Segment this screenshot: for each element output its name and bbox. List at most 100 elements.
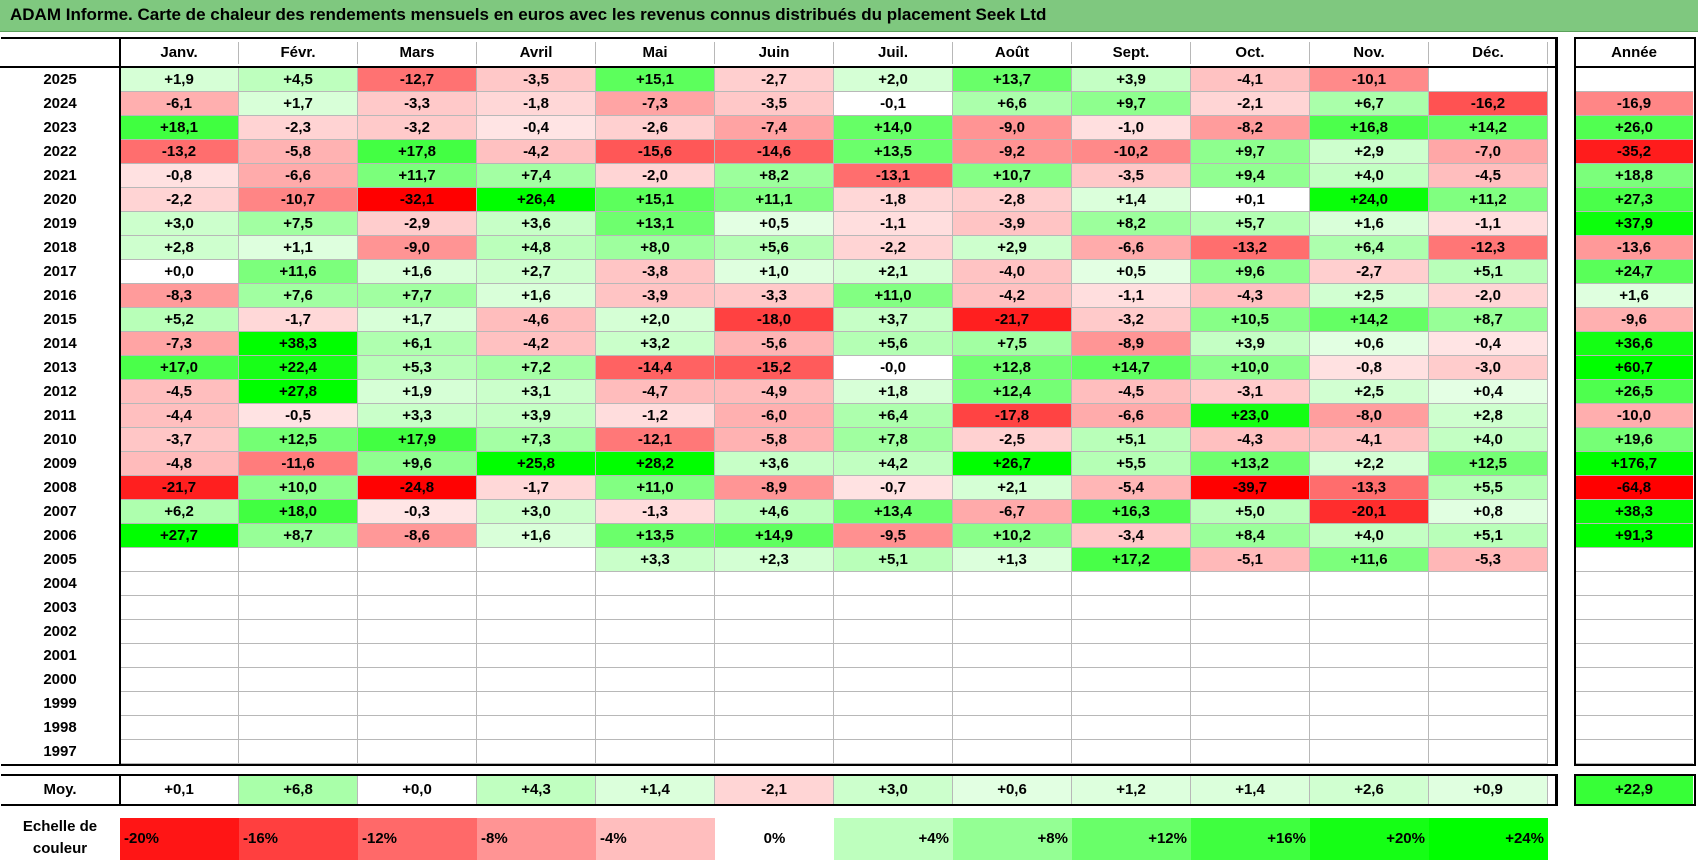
heatmap-cell: +3,9 <box>1072 68 1191 92</box>
month-header: Févr. <box>239 42 358 64</box>
annual-cell: +176,7 <box>1575 452 1693 476</box>
heatmap-cell: +2,5 <box>1310 284 1429 308</box>
heatmap-cell <box>1191 620 1310 644</box>
heatmap-cell <box>239 716 358 740</box>
heatmap-cell: +2,2 <box>1310 452 1429 476</box>
heatmap-cell: -6,6 <box>1072 404 1191 428</box>
heatmap-cell: +1,3 <box>953 548 1072 572</box>
heatmap-cell: -5,4 <box>1072 476 1191 500</box>
heatmap-cell <box>1072 740 1191 764</box>
annual-cell <box>1575 548 1693 572</box>
heatmap-cell: +4,0 <box>1310 164 1429 188</box>
heatmap-cell <box>715 716 834 740</box>
heatmap-cell: -24,8 <box>358 476 477 500</box>
average-cell: +2,6 <box>1310 776 1429 804</box>
heatmap-cell: -4,2 <box>477 140 596 164</box>
annual-cell <box>1575 68 1693 92</box>
year-label: 2018 <box>43 239 77 256</box>
heatmap-cell: -20,1 <box>1310 500 1429 524</box>
heatmap-cell: -13,2 <box>1191 236 1310 260</box>
heatmap-cell <box>358 692 477 716</box>
heatmap-cell: +5,1 <box>1429 524 1548 548</box>
heatmap-cell: -0,1 <box>834 92 953 116</box>
heatmap-cell: +23,0 <box>1191 404 1310 428</box>
average-cell: -2,1 <box>715 776 834 804</box>
heatmap-cell: -8,9 <box>715 476 834 500</box>
average-cell: +0,1 <box>120 776 239 804</box>
heatmap-cell: +18,0 <box>239 500 358 524</box>
heatmap-cell: +3,1 <box>477 380 596 404</box>
heatmap-cell: +8,4 <box>1191 524 1310 548</box>
heatmap-cell <box>596 572 715 596</box>
heatmap-cell: -10,1 <box>1310 68 1429 92</box>
heatmap-cell: +27,8 <box>239 380 358 404</box>
heatmap-cell: -4,1 <box>1310 428 1429 452</box>
heatmap-cell: +24,0 <box>1310 188 1429 212</box>
heatmap-cell: -3,2 <box>1072 308 1191 332</box>
heatmap-cell: -9,5 <box>834 524 953 548</box>
annual-cell <box>1575 644 1693 668</box>
annual-cell <box>1575 620 1693 644</box>
month-header: Déc. <box>1429 42 1548 64</box>
heatmap-cell: +15,1 <box>596 68 715 92</box>
heatmap-cell: -6,7 <box>953 500 1072 524</box>
month-header: Mars <box>358 42 477 64</box>
heatmap-cell: +5,6 <box>715 236 834 260</box>
annual-average-cell: +22,9 <box>1575 776 1693 804</box>
heatmap-cell: +17,9 <box>358 428 477 452</box>
heatmap-cell: -3,3 <box>358 92 477 116</box>
heatmap-cell: -4,5 <box>1072 380 1191 404</box>
heatmap-cell <box>953 572 1072 596</box>
heatmap-cell: +4,6 <box>715 500 834 524</box>
heatmap-cell <box>120 716 239 740</box>
heatmap-cell: +5,2 <box>120 308 239 332</box>
heatmap-cell: -1,8 <box>477 92 596 116</box>
heatmap-cell: +2,0 <box>596 308 715 332</box>
heatmap-cell: -2,0 <box>1429 284 1548 308</box>
annual-cell: -10,0 <box>1575 404 1693 428</box>
heatmap-cell: -2,7 <box>1310 260 1429 284</box>
heatmap-cell <box>358 572 477 596</box>
average-cell: +1,4 <box>1191 776 1310 804</box>
heatmap-cell <box>596 620 715 644</box>
heatmap-cell: +28,2 <box>596 452 715 476</box>
heatmap-cell: -12,1 <box>596 428 715 452</box>
annual-cell <box>1575 692 1693 716</box>
heatmap-cell: -14,6 <box>715 140 834 164</box>
heatmap-cell: +12,4 <box>953 380 1072 404</box>
heatmap-cell <box>834 596 953 620</box>
heatmap-cell: -21,7 <box>953 308 1072 332</box>
heatmap-cell: -2,2 <box>834 236 953 260</box>
heatmap-cell: +9,7 <box>1191 140 1310 164</box>
heatmap-cell: -4,3 <box>1191 428 1310 452</box>
heatmap-cell: -3,8 <box>596 260 715 284</box>
heatmap-cell: +11,0 <box>834 284 953 308</box>
heatmap-cell <box>715 740 834 764</box>
annual-cell <box>1575 740 1693 764</box>
heatmap-cell: -18,0 <box>715 308 834 332</box>
heatmap-cell: -10,2 <box>1072 140 1191 164</box>
heatmap-cell: -5,1 <box>1191 548 1310 572</box>
color-scale-cell: -8% <box>477 818 596 860</box>
heatmap-cell <box>1191 668 1310 692</box>
heatmap-cell <box>1429 572 1548 596</box>
heatmap-cell: +6,2 <box>120 500 239 524</box>
heatmap-cell <box>953 596 1072 620</box>
annual-cell: +26,5 <box>1575 380 1693 404</box>
heatmap-cell <box>834 692 953 716</box>
average-cell: +3,0 <box>834 776 953 804</box>
heatmap-cell <box>120 692 239 716</box>
year-label: 2003 <box>43 599 77 616</box>
heatmap-cell: +1,6 <box>477 284 596 308</box>
heatmap-cell: -0,0 <box>834 356 953 380</box>
heatmap-cell <box>239 740 358 764</box>
heatmap-cell: +25,8 <box>477 452 596 476</box>
heatmap-cell: -14,4 <box>596 356 715 380</box>
heatmap-cell <box>1310 572 1429 596</box>
heatmap-cell: +5,1 <box>1072 428 1191 452</box>
heatmap-cell: -1,8 <box>834 188 953 212</box>
heatmap-cell: +11,7 <box>358 164 477 188</box>
heatmap-cell: -3,3 <box>715 284 834 308</box>
average-cell: +6,8 <box>239 776 358 804</box>
heatmap-cell: +0,5 <box>715 212 834 236</box>
